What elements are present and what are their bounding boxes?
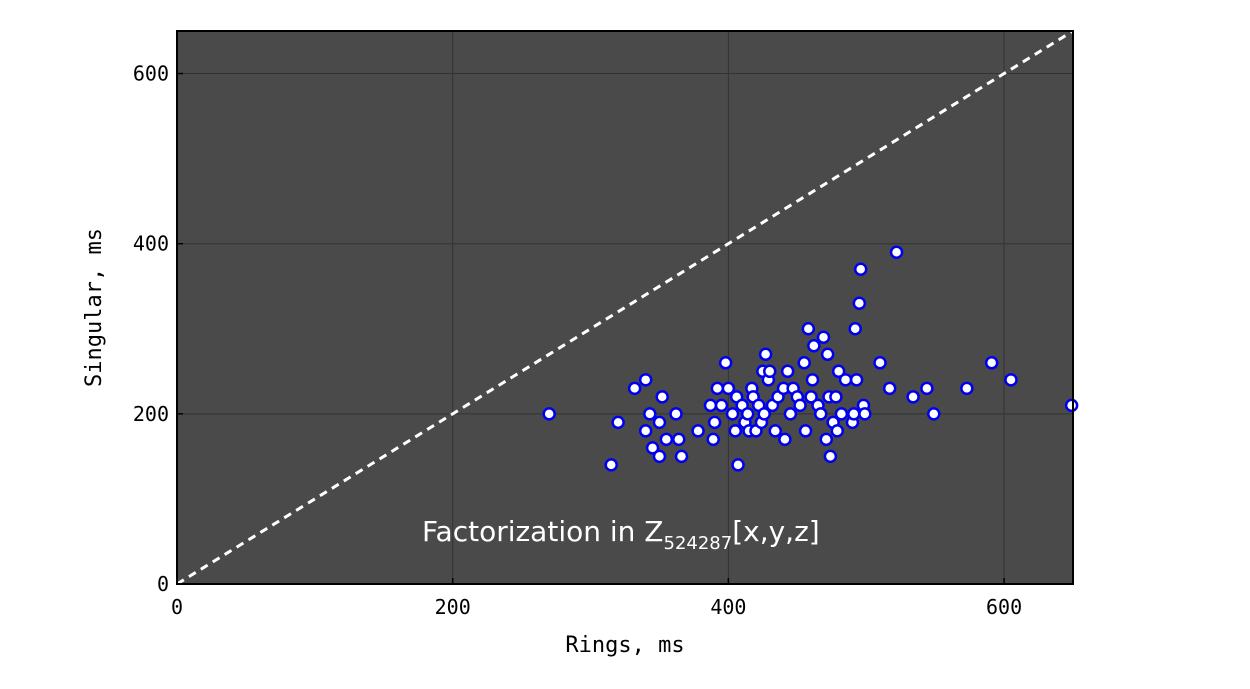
x-tick-label: 600 [986, 595, 1022, 619]
data-point [758, 347, 773, 362]
data-point [762, 364, 777, 379]
data-point [669, 407, 683, 421]
data-point [852, 296, 867, 310]
chart-annotation: Factorization in Z524287[x,y,z] [422, 515, 820, 554]
data-point [848, 322, 862, 336]
data-point [674, 449, 689, 464]
data-point [728, 424, 743, 438]
data-point [823, 449, 838, 464]
reference-line [176, 29, 1074, 586]
data-point [627, 381, 642, 396]
data-point [831, 364, 846, 379]
data-point [984, 356, 999, 370]
x-axis-ticks: 0 200 400 600 [171, 578, 1022, 619]
data-point [714, 398, 729, 413]
data-point [830, 424, 845, 438]
data-point [819, 432, 834, 447]
data-point [638, 373, 653, 387]
data-point [807, 339, 821, 353]
data-point [643, 407, 657, 421]
data-point [703, 398, 718, 413]
data-point [691, 424, 705, 438]
data-point [820, 347, 835, 362]
data-point [655, 390, 669, 404]
x-tick-label: 400 [710, 595, 746, 619]
y-tick-label: 600 [133, 62, 169, 86]
y-tick-label: 200 [133, 402, 169, 426]
annotation-prefix: Factorization in Z [422, 515, 664, 548]
x-tick-label: 200 [435, 595, 471, 619]
data-point [652, 415, 667, 430]
y-tick-label: 400 [133, 232, 169, 256]
data-point [927, 407, 941, 421]
data-point [801, 322, 816, 336]
data-point [889, 245, 904, 259]
data-point [721, 381, 736, 396]
data-point [645, 441, 660, 455]
data-point [710, 381, 725, 396]
data-point [731, 458, 745, 472]
data-point [778, 432, 792, 447]
data-point [1004, 373, 1018, 387]
y-axis-label: Singular, ms [82, 228, 107, 387]
data-point [853, 262, 868, 276]
data-point [858, 407, 872, 421]
data-point [757, 407, 771, 421]
data-point [798, 424, 813, 438]
y-axis-ticks: 0 200 400 600 [133, 62, 183, 596]
data-point [834, 407, 849, 421]
reference-line-group [176, 29, 1074, 586]
data-point [604, 458, 618, 472]
data-point [725, 407, 740, 421]
data-point [783, 407, 798, 421]
data-point [672, 432, 686, 447]
annotation-suffix: [x,y,z] [732, 515, 820, 548]
data-point [718, 356, 733, 370]
data-point [638, 424, 653, 438]
data-point [838, 373, 853, 387]
data-point [740, 407, 755, 421]
data-point [805, 373, 820, 387]
y-tick-label: 0 [157, 572, 169, 596]
x-tick-label: 0 [171, 595, 183, 619]
data-point [813, 407, 828, 421]
x-axis-label: Rings, ms [565, 633, 684, 658]
data-point [816, 330, 831, 345]
data-point [652, 449, 667, 464]
plot-frame [176, 30, 1074, 585]
data-point [706, 432, 720, 447]
data-point [797, 356, 811, 370]
data-point [873, 356, 887, 370]
data-point [780, 364, 795, 379]
data-point [849, 373, 864, 387]
data-point [882, 381, 897, 396]
data-point [804, 390, 818, 404]
data-point [659, 432, 674, 447]
data-point [542, 407, 556, 421]
annotation-subscript: 524287 [664, 533, 733, 554]
data-point [611, 415, 625, 430]
data-point [768, 424, 783, 438]
data-point [920, 381, 934, 396]
data-point [829, 390, 843, 404]
data-point [906, 390, 920, 404]
data-point [960, 381, 974, 396]
data-point [793, 398, 807, 413]
data-point [707, 415, 722, 430]
data-points [542, 245, 1079, 472]
data-point [1064, 398, 1079, 413]
data-point [847, 407, 861, 421]
